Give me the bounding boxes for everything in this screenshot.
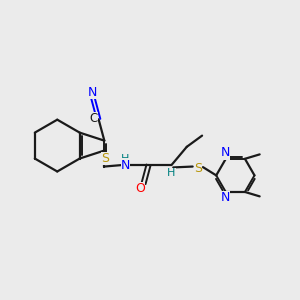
Text: H: H [167,168,176,178]
Text: S: S [101,152,109,165]
Text: N: N [121,159,130,172]
Text: N: N [88,86,98,99]
Text: H: H [121,154,130,164]
Text: N: N [220,191,230,204]
Text: C: C [89,112,98,125]
Text: N: N [220,146,230,159]
Text: O: O [135,182,145,195]
Text: S: S [194,161,202,175]
